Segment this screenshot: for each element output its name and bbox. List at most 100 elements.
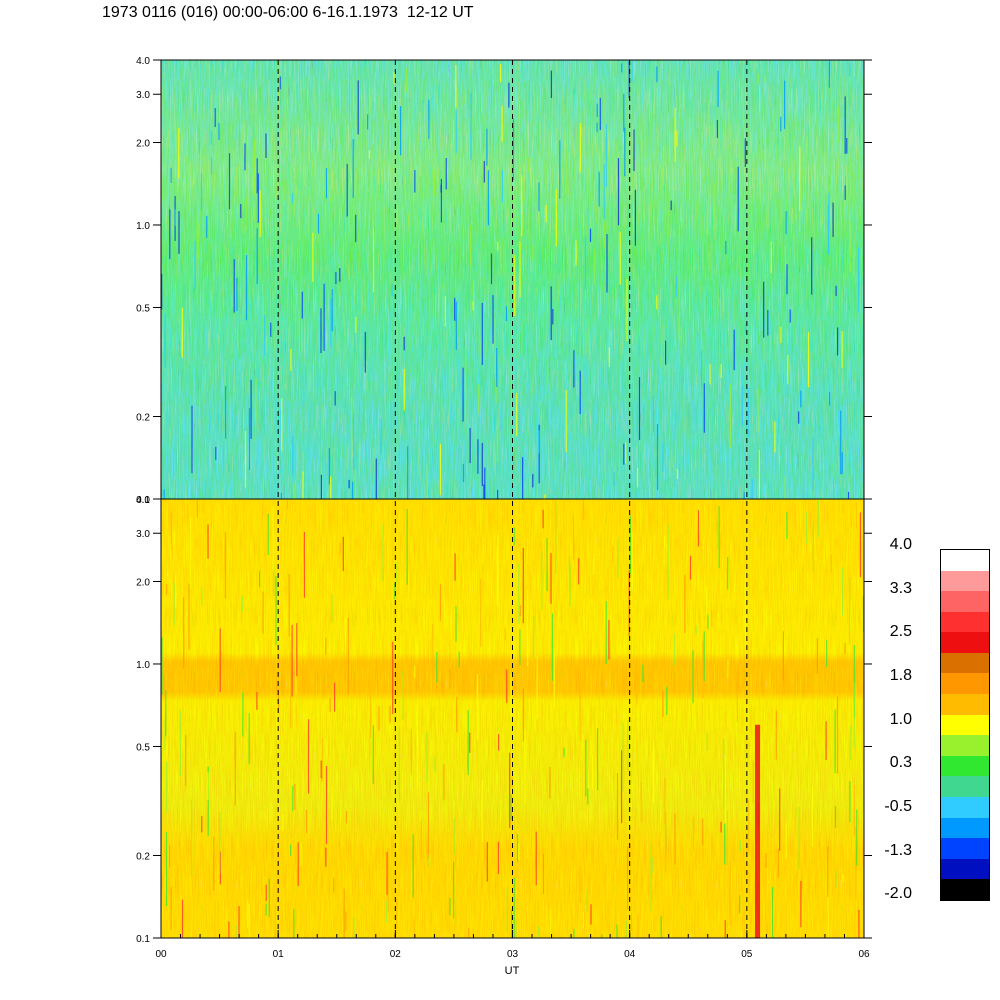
texture-streak xyxy=(292,193,294,204)
y-tick-label: 0.5 xyxy=(136,743,150,754)
texture-streak xyxy=(500,64,502,83)
texture-streak xyxy=(727,659,729,679)
texture-streak xyxy=(173,582,175,625)
texture-streak xyxy=(676,469,678,479)
texture-streak xyxy=(290,844,292,856)
texture-streak xyxy=(631,61,633,82)
texture-streak xyxy=(453,818,455,855)
texture-streak xyxy=(207,524,209,559)
texture-streak xyxy=(716,120,718,138)
texture-streak xyxy=(291,624,293,697)
texture-streak xyxy=(344,618,347,645)
texture-streak xyxy=(711,610,713,627)
y-tick-label: 0.1 xyxy=(136,495,150,506)
texture-streak xyxy=(745,571,747,646)
texture-streak xyxy=(572,253,574,268)
texture-streak xyxy=(589,228,592,242)
texture-streak xyxy=(673,633,675,666)
texture-streak xyxy=(596,122,598,133)
texture-streak xyxy=(798,807,800,870)
texture-streak xyxy=(234,732,236,806)
texture-streak xyxy=(631,912,633,931)
texture-streak xyxy=(780,326,782,344)
texture-streak xyxy=(723,738,725,809)
texture-streak xyxy=(240,204,242,219)
texture-streak xyxy=(568,556,570,591)
texture-streak xyxy=(170,167,172,183)
texture-streak xyxy=(612,546,614,564)
texture-streak xyxy=(551,613,553,681)
colorbar-segment xyxy=(941,776,989,797)
texture-streak xyxy=(853,682,855,748)
texture-streak xyxy=(807,331,810,388)
texture-streak xyxy=(235,925,237,938)
texture-streak xyxy=(265,884,267,901)
texture-streak xyxy=(342,536,344,571)
texture-streak xyxy=(541,551,543,611)
texture-streak xyxy=(842,567,844,616)
texture-streak xyxy=(586,889,588,912)
texture-streak xyxy=(506,887,508,932)
texture-streak xyxy=(443,763,445,801)
texture-streak xyxy=(339,542,341,555)
texture-streak xyxy=(782,631,784,681)
texture-streak xyxy=(281,398,283,452)
texture-streak xyxy=(739,895,741,914)
texture-streak xyxy=(859,512,861,578)
texture-streak xyxy=(345,911,347,931)
colorbar-label: 4.0 xyxy=(889,536,912,553)
texture-streak xyxy=(605,601,607,665)
colorbar-label: -2.0 xyxy=(884,885,912,902)
texture-streak xyxy=(625,920,628,938)
texture-streak xyxy=(766,925,768,938)
texture-streak xyxy=(339,268,341,282)
texture-streak xyxy=(357,80,359,135)
texture-streak xyxy=(178,127,180,179)
texture-streak xyxy=(573,929,575,938)
texture-streak xyxy=(354,468,356,499)
x-tick-label: 03 xyxy=(507,949,519,960)
texture-streak xyxy=(827,891,829,938)
texture-streak xyxy=(844,96,846,154)
colorbar-segment xyxy=(941,879,989,900)
texture-streak xyxy=(382,524,384,582)
texture-streak xyxy=(490,253,493,285)
texture-streak xyxy=(829,391,831,406)
texture-streak xyxy=(177,863,179,894)
texture-streak xyxy=(506,669,508,703)
texture-streak xyxy=(837,106,839,144)
texture-streak xyxy=(799,146,801,211)
texture-streak xyxy=(169,845,171,868)
texture-streak xyxy=(417,730,419,789)
texture-streak xyxy=(763,626,765,642)
texture-streak xyxy=(328,448,330,485)
texture-streak xyxy=(665,811,667,872)
texture-streak xyxy=(849,62,851,77)
texture-streak xyxy=(165,762,168,813)
texture-streak xyxy=(248,408,251,470)
texture-streak xyxy=(305,810,308,833)
texture-streak xyxy=(353,413,355,471)
texture-streak xyxy=(331,289,333,332)
texture-streak xyxy=(858,909,860,938)
texture-streak xyxy=(757,389,759,432)
texture-streak xyxy=(458,651,460,668)
texture-streak xyxy=(835,870,837,888)
texture-streak xyxy=(835,285,837,296)
texture-streak xyxy=(497,242,499,251)
texture-streak xyxy=(862,595,864,633)
texture-streak xyxy=(593,554,595,575)
texture-streak xyxy=(253,139,256,195)
texture-streak xyxy=(175,572,177,608)
texture-streak xyxy=(161,637,163,695)
texture-streak xyxy=(228,153,231,210)
texture-streak xyxy=(432,623,434,690)
texture-streak xyxy=(752,760,754,803)
colorbar-segment xyxy=(941,694,989,715)
texture-streak xyxy=(392,641,394,714)
texture-streak xyxy=(613,937,615,938)
texture-streak xyxy=(402,671,404,720)
y-tick-label: 3.0 xyxy=(136,529,150,540)
texture-streak xyxy=(533,615,535,658)
